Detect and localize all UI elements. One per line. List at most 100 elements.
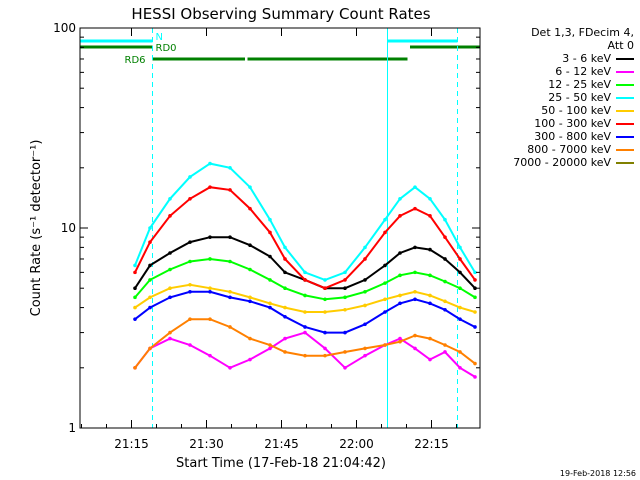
data-point-7-4 [208,317,212,321]
data-point-7-17 [443,343,447,347]
data-point-3-12 [363,245,367,250]
data-point-2-10 [323,297,327,302]
data-point-3-1 [148,226,152,230]
data-point-7-15 [413,333,417,338]
data-point-7-3 [188,317,192,321]
data-point-5-7 [268,230,272,235]
data-point-1-18 [458,365,462,370]
data-point-1-14 [398,336,402,341]
data-point-4-12 [363,303,367,308]
data-point-0-5 [228,235,232,239]
data-point-5-0 [133,270,137,275]
data-point-6-17 [443,307,447,312]
data-point-5-19 [473,278,477,282]
data-point-3-18 [458,245,462,250]
data-point-5-14 [398,214,402,218]
data-point-1-9 [303,330,307,335]
data-point-1-11 [343,365,347,370]
data-point-7-2 [168,330,172,335]
series-line-5 [134,186,476,290]
y-tick-label-2: 100 [53,21,76,35]
data-point-0-7 [268,254,272,259]
series-line-6 [134,290,476,334]
data-point-5-10 [323,286,327,291]
data-point-5-3 [188,196,192,201]
data-point-4-0 [133,305,137,310]
series-line-2 [134,257,476,301]
legend-entry: 3 - 6 keV [484,52,634,65]
x-axis-label: Start Time (17-Feb-18 21:04:42) [176,456,386,471]
data-point-3-9 [303,270,307,275]
data-point-7-7 [268,343,272,347]
legend-header-line-1: Det 1,3, FDecim 4, [531,26,634,39]
legend-swatch [616,57,634,60]
data-point-4-15 [413,289,417,294]
legend-swatch [616,109,634,112]
data-point-6-5 [228,295,232,300]
series-6 [133,289,477,335]
data-point-4-8 [283,305,287,310]
data-point-0-11 [343,286,347,291]
legend-entry: 7000 - 20000 keV [484,156,634,169]
data-point-7-8 [283,350,287,354]
data-point-0-16 [428,247,432,252]
data-point-5-2 [168,214,172,218]
data-point-0-12 [363,278,367,282]
x-tick-label-4: 22:15 [414,437,449,451]
data-point-0-4 [208,235,212,239]
data-point-2-7 [268,278,272,282]
legend-entry: 25 - 50 keV [484,91,634,104]
data-point-3-11 [343,270,347,275]
data-point-6-19 [473,325,477,329]
x-tick-label-0: 21:15 [114,437,149,451]
data-point-5-6 [248,206,252,211]
data-point-2-4 [208,257,212,261]
data-point-1-6 [248,357,252,362]
data-point-3-15 [413,185,417,189]
data-point-5-5 [228,188,232,192]
legend-header-line-2: Att 0 [607,39,634,52]
data-point-0-15 [413,245,417,250]
legend-swatch [616,96,634,99]
data-point-6-9 [303,325,307,329]
data-point-4-11 [343,307,347,312]
data-point-0-1 [148,263,152,268]
data-point-0-14 [398,251,402,255]
data-point-2-9 [303,293,307,298]
data-point-7-13 [383,343,387,347]
legend-swatch [616,148,634,151]
data-point-2-1 [148,278,152,282]
y-tick-label-0: 1 [68,421,76,435]
data-point-5-18 [458,257,462,261]
x-tick-label-1: 21:30 [189,437,224,451]
data-point-5-9 [303,278,307,282]
data-point-2-17 [443,279,447,284]
data-point-5-11 [343,278,347,282]
legend-entry-label: 7000 - 20000 keV [513,156,611,169]
data-point-2-12 [363,289,367,294]
series-line-1 [134,331,476,378]
data-point-5-15 [413,206,417,211]
data-point-4-5 [228,289,232,294]
flag-bar-label-rd6: RD6 [125,55,146,66]
data-point-3-16 [428,196,432,201]
data-point-6-15 [413,297,417,302]
data-point-7-12 [363,346,367,351]
data-point-4-17 [443,299,447,304]
flag-bar-label-n: N [156,32,163,43]
data-point-3-0 [133,263,137,268]
data-point-2-16 [428,273,432,278]
data-point-3-2 [168,196,172,201]
legend-swatch [616,161,634,164]
legend-entry: 300 - 800 keV [484,130,634,143]
data-point-6-11 [343,330,347,335]
legend-entry: 800 - 7000 keV [484,143,634,156]
data-point-5-12 [363,257,367,261]
data-point-6-1 [148,305,152,310]
legend-swatch [616,83,634,86]
plot-frame [79,27,481,429]
data-point-6-10 [323,330,327,335]
legend-entries: 3 - 6 keV 6 - 12 keV 12 - 25 keV 25 - 50 ke… [484,52,634,169]
legend: Det 1,3, FDecim 4, Att 0 3 - 6 keV 6 - 12… [484,26,634,169]
data-point-3-5 [228,165,232,170]
